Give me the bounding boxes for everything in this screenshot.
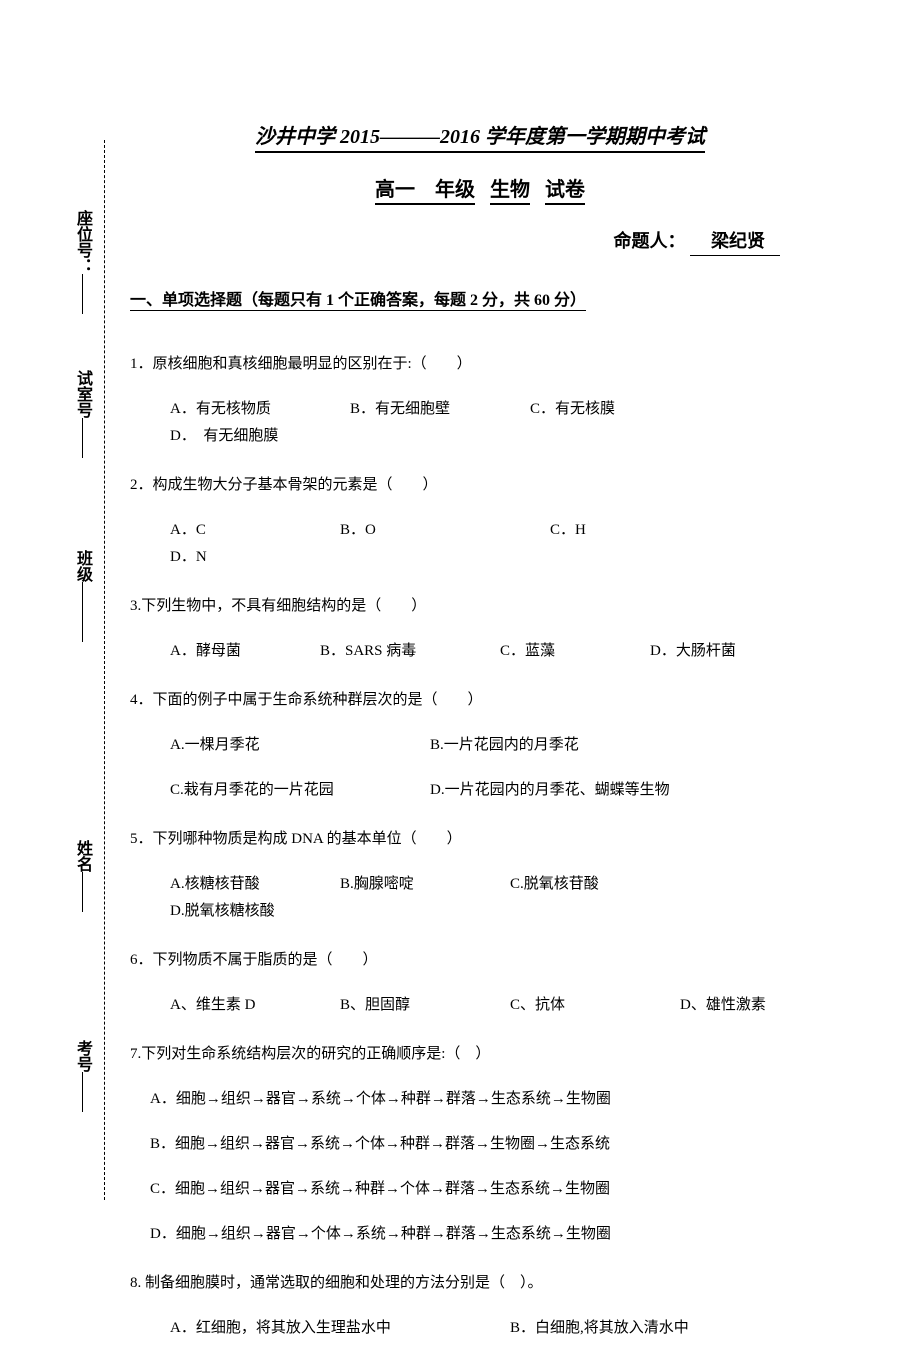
- option-d: D.一片花园内的月季花、蝴蝶等生物: [430, 777, 670, 804]
- option-b: B、胆固醇: [340, 992, 470, 1019]
- option-a: A．酵母菌: [170, 638, 280, 665]
- option-b: B．SARS 病毒: [320, 638, 460, 665]
- section-header-wrapper: 一、单项选择题（每题只有 1 个正确答案，每题 2 分，共 60 分）: [130, 286, 830, 331]
- question-options: A.核糖核苷酸 B.胸腺嘧啶 C.脱氧核苷酸 D.脱氧核糖核酸: [130, 871, 830, 925]
- option-a: A.一棵月季花: [170, 732, 390, 759]
- question-stem: 2．构成生物大分子基本骨架的元素是（ ）: [130, 472, 830, 499]
- option-d: D．N: [170, 544, 207, 571]
- sidebar-name: 姓名: [70, 840, 94, 912]
- question-options: A．有无核物质 B．有无细胞壁 C．有无核膜 D． 有无细胞膜: [130, 396, 830, 450]
- option-b: B.一片花园内的月季花: [430, 732, 579, 759]
- option-a: A．红细胞，将其放入生理盐水中: [170, 1315, 470, 1342]
- option-c: C．细胞→组织→器官→系统→种群→个体→群落→生态系统→生物圈: [150, 1176, 830, 1203]
- question-options: A．红细胞，将其放入生理盐水中 B．白细胞,将其放入清水中: [130, 1315, 830, 1342]
- option-d: D、雄性激素: [680, 992, 766, 1019]
- question-7: 7.下列对生命系统结构层次的研究的正确顺序是:（ ） A．细胞→组织→器官→系统…: [130, 1041, 830, 1248]
- question-stem: 7.下列对生命系统结构层次的研究的正确顺序是:（ ）: [130, 1041, 830, 1068]
- question-options: A．酵母菌 B．SARS 病毒 C．蓝藻 D．大肠杆菌: [130, 638, 830, 665]
- question-3: 3.下列生物中，不具有细胞结构的是（ ） A．酵母菌 B．SARS 病毒 C．蓝…: [130, 593, 830, 665]
- option-b: B.胸腺嘧啶: [340, 871, 470, 898]
- option-a: A．细胞→组织→器官→系统→个体→种群→群落→生态系统→生物圈: [150, 1086, 830, 1113]
- question-stem: 8. 制备细胞膜时，通常选取的细胞和处理的方法分别是（ ）。: [130, 1270, 830, 1297]
- option-c: C．蓝藻: [500, 638, 610, 665]
- question-stem: 1．原核细胞和真核细胞最明显的区别在于:（ ）: [130, 351, 830, 378]
- option-b: B．有无细胞壁: [350, 396, 490, 423]
- option-c: C.脱氧核苷酸: [510, 871, 650, 898]
- question-8: 8. 制备细胞膜时，通常选取的细胞和处理的方法分别是（ ）。 A．红细胞，将其放…: [130, 1270, 830, 1342]
- sidebar-exam-number: 考号: [70, 1040, 94, 1112]
- question-6: 6．下列物质不属于脂质的是（ ） A、维生素 D B、胆固醇 C、抗体 D、雄性…: [130, 947, 830, 1019]
- title-wrapper: 沙井中学 2015———2016 学年度第一学期期中考试: [130, 120, 830, 153]
- question-stem: 5．下列哪种物质是构成 DNA 的基本单位（ ）: [130, 826, 830, 853]
- main-content: 沙井中学 2015———2016 学年度第一学期期中考试 高一 年级 生物 试卷…: [130, 120, 830, 1364]
- option-c: C、抗体: [510, 992, 640, 1019]
- option-a: A.核糖核苷酸: [170, 871, 300, 898]
- question-stem: 6．下列物质不属于脂质的是（ ）: [130, 947, 830, 974]
- option-c: C.栽有月季花的一片花园: [170, 777, 390, 804]
- question-options: A.一棵月季花 B.一片花园内的月季花 C.栽有月季花的一片花园 D.一片花园内…: [130, 732, 830, 804]
- sidebar-room-number: 试室号: [70, 370, 94, 458]
- author-line: 命题人： 梁纪贤: [130, 227, 830, 256]
- question-5: 5．下列哪种物质是构成 DNA 的基本单位（ ） A.核糖核苷酸 B.胸腺嘧啶 …: [130, 826, 830, 925]
- option-c: C．H: [550, 517, 720, 544]
- author-name: 梁纪贤: [690, 227, 780, 256]
- option-c: C．有无核膜: [530, 396, 680, 423]
- exam-title: 沙井中学 2015———2016 学年度第一学期期中考试: [255, 120, 705, 153]
- question-stem: 4．下面的例子中属于生命系统种群层次的是（ ）: [130, 687, 830, 714]
- question-options: A．C B．O C．H D．N: [130, 517, 830, 571]
- sidebar-binding-strip: 座位号： 试室号 班级 姓名 考号: [55, 140, 105, 1200]
- author-label: 命题人：: [614, 231, 686, 251]
- option-b: B．白细胞,将其放入清水中: [510, 1315, 689, 1342]
- option-d: D．细胞→组织→器官→个体→系统→种群→群落→生态系统→生物圈: [150, 1221, 830, 1248]
- section-header: 一、单项选择题（每题只有 1 个正确答案，每题 2 分，共 60 分）: [130, 286, 586, 311]
- option-b: B．细胞→组织→器官→系统→个体→种群→群落→生物圈→生态系统: [150, 1131, 830, 1158]
- question-options: A、维生素 D B、胆固醇 C、抗体 D、雄性激素: [130, 992, 830, 1019]
- option-a: A、维生素 D: [170, 992, 300, 1019]
- question-options: A．细胞→组织→器官→系统→个体→种群→群落→生态系统→生物圈 B．细胞→组织→…: [130, 1086, 830, 1248]
- exam-subtitle: 高一 年级 生物 试卷: [130, 173, 830, 202]
- question-2: 2．构成生物大分子基本骨架的元素是（ ） A．C B．O C．H D．N: [130, 472, 830, 571]
- question-4: 4．下面的例子中属于生命系统种群层次的是（ ） A.一棵月季花 B.一片花园内的…: [130, 687, 830, 804]
- option-d: D.脱氧核糖核酸: [170, 898, 275, 925]
- question-stem: 3.下列生物中，不具有细胞结构的是（ ）: [130, 593, 830, 620]
- sidebar-class: 班级: [70, 550, 94, 642]
- question-1: 1．原核细胞和真核细胞最明显的区别在于:（ ） A．有无核物质 B．有无细胞壁 …: [130, 351, 830, 450]
- option-a: A．C: [170, 517, 300, 544]
- option-d: D． 有无细胞膜: [170, 423, 278, 450]
- option-a: A．有无核物质: [170, 396, 310, 423]
- sidebar-seat-number: 座位号：: [70, 210, 94, 314]
- option-b: B．O: [340, 517, 510, 544]
- option-d: D．大肠杆菌: [650, 638, 736, 665]
